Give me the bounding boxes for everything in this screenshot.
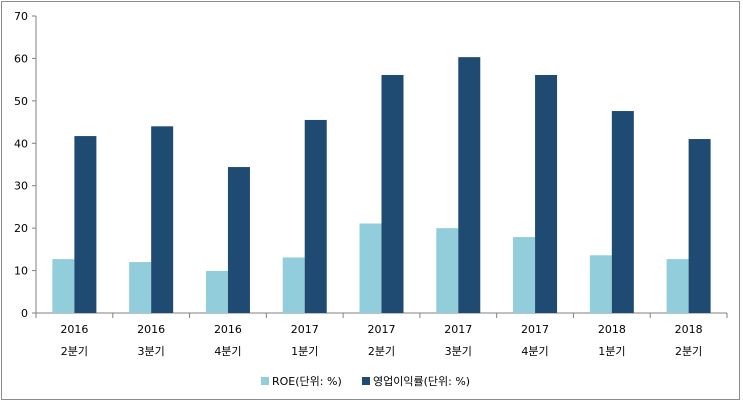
- y-tick-label: 10: [14, 265, 28, 278]
- y-tick-label: 30: [14, 180, 28, 193]
- x-tick-label: 2017: [368, 323, 396, 336]
- bar-roe: [282, 257, 305, 313]
- bar-roe: [52, 259, 75, 313]
- bar-roe: [589, 255, 612, 313]
- y-tick-label: 50: [14, 95, 28, 108]
- x-tick-label: 1분기: [291, 345, 318, 358]
- bar-operating-margin: [535, 74, 558, 314]
- legend: ROE(단위: %) 영업이익률(단위: %): [261, 375, 470, 388]
- legend-label: ROE(단위: %): [272, 375, 342, 388]
- bar-operating-margin: [227, 167, 250, 313]
- x-tick-label: 3분기: [445, 345, 472, 358]
- x-tick-label: 2분기: [61, 345, 88, 358]
- bar-operating-margin: [611, 111, 634, 313]
- y-tick-label: 70: [14, 10, 28, 23]
- bar-operating-margin: [381, 74, 404, 314]
- x-tick-label: 2017: [444, 323, 472, 336]
- y-tick-labels: 0 10 20 30 40 50 60 70: [14, 10, 28, 320]
- y-tick-label: 0: [21, 307, 28, 320]
- y-tick-label: 40: [14, 137, 28, 150]
- bar-operating-margin: [304, 119, 327, 313]
- x-tick-label: 3분기: [138, 345, 165, 358]
- legend-label: 영업이익률(단위: %): [373, 375, 470, 388]
- legend-swatch: [261, 377, 269, 385]
- x-tick-label: 2017: [291, 323, 319, 336]
- x-tick-label: 2018: [675, 323, 703, 336]
- bar-operating-margin: [74, 136, 97, 313]
- bar-roe: [205, 270, 228, 313]
- bar-roe: [666, 259, 689, 313]
- bar-roe: [359, 223, 382, 313]
- x-tick-label: 4분기: [521, 345, 548, 358]
- x-tick-label: 2016: [137, 323, 165, 336]
- bar-roe: [513, 237, 536, 313]
- bar-roe: [129, 262, 152, 313]
- x-tick-label: 2017: [521, 323, 549, 336]
- bar-roe: [436, 228, 459, 313]
- legend-swatch: [362, 377, 370, 385]
- x-tick-label: 2018: [598, 323, 626, 336]
- x-tick-label: 2016: [214, 323, 242, 336]
- bar-operating-margin: [151, 126, 174, 313]
- bar-operating-margin: [688, 139, 711, 313]
- x-tick-label: 2016: [60, 323, 88, 336]
- y-tick-label: 20: [14, 222, 28, 235]
- x-tick-label: 2분기: [675, 345, 702, 358]
- x-tick-label: 2분기: [368, 345, 395, 358]
- bar-operating-margin: [458, 57, 481, 313]
- x-tick-label: 4분기: [214, 345, 241, 358]
- x-tick-labels: 2016 2분기 2016 3분기 2016 4분기 2017 1분기 2017 2분기 2017 3…: [60, 323, 702, 358]
- bars: [52, 57, 711, 314]
- y-tick-label: 60: [14, 52, 28, 65]
- x-tick-label: 1분기: [598, 345, 625, 358]
